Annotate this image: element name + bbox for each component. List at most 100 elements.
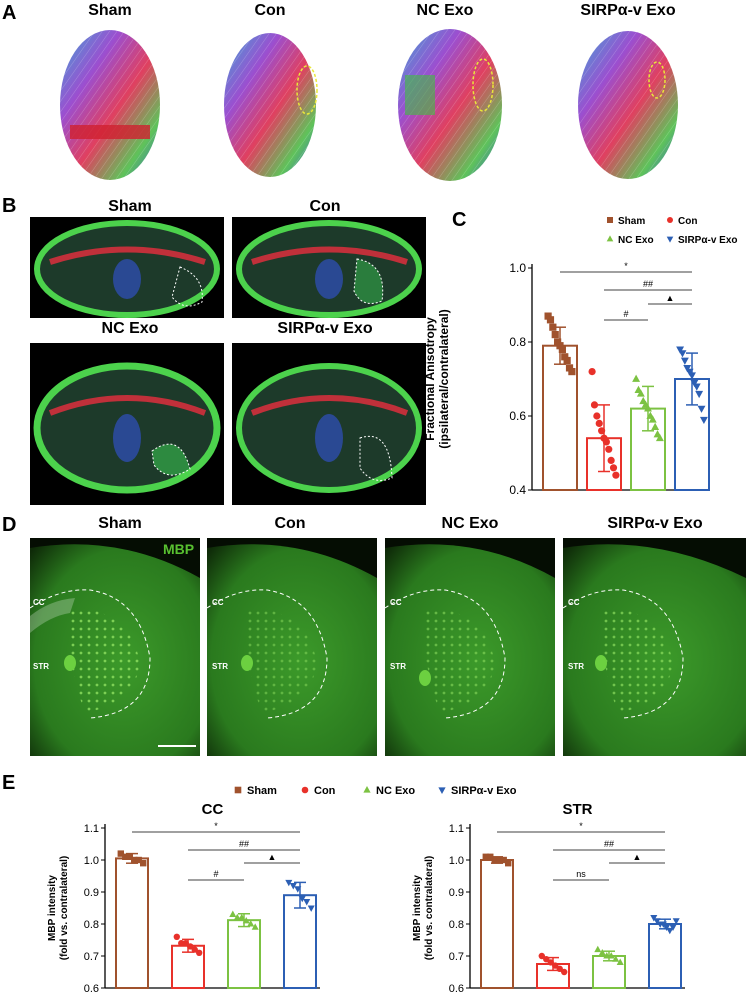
data-point bbox=[590, 401, 599, 409]
legend-label: Con bbox=[314, 785, 336, 797]
data-point bbox=[242, 916, 250, 924]
significance-label: ## bbox=[643, 279, 653, 289]
a-title-nc: NC Exo bbox=[416, 2, 474, 19]
legend-marker bbox=[606, 235, 614, 242]
data-point bbox=[238, 913, 246, 921]
y-tick-label: 1.0 bbox=[449, 855, 464, 867]
legend-label: Sham bbox=[618, 216, 645, 227]
data-point bbox=[651, 422, 660, 430]
str-label-nc: STR bbox=[390, 662, 406, 671]
data-point bbox=[598, 427, 606, 435]
data-point bbox=[695, 390, 704, 399]
significance-label: ▲ bbox=[633, 852, 642, 862]
data-point bbox=[612, 471, 620, 479]
data-point bbox=[616, 958, 624, 965]
y-tick-label: 1.0 bbox=[84, 855, 99, 867]
data-point bbox=[594, 945, 602, 953]
data-point bbox=[182, 940, 189, 947]
data-point bbox=[690, 379, 699, 388]
bar-group-1 bbox=[536, 952, 570, 989]
panel-c-label: C bbox=[452, 209, 467, 231]
data-point bbox=[607, 456, 615, 464]
d-title-sirp: SIRPα-v Exo bbox=[607, 515, 703, 532]
data-point bbox=[632, 374, 641, 382]
data-point bbox=[285, 879, 293, 887]
e-legend: Sham Con NC Exo SIRPα-v Exo bbox=[234, 785, 517, 797]
y-tick-label: 0.6 bbox=[509, 409, 526, 423]
bar bbox=[115, 857, 149, 990]
bar bbox=[648, 923, 682, 989]
panel-e-label: E bbox=[2, 772, 16, 794]
d-title-con: Con bbox=[274, 515, 306, 532]
b-title-sirp: SIRPα-v Exo bbox=[277, 320, 373, 337]
significance-label: ns bbox=[576, 869, 586, 879]
mbp-stain-label: MBP bbox=[163, 541, 195, 557]
y-tick-label: 0.6 bbox=[84, 983, 99, 992]
data-point bbox=[565, 364, 574, 372]
data-point bbox=[598, 948, 606, 956]
legend-marker bbox=[234, 786, 242, 794]
y-tick-label: 0.9 bbox=[84, 887, 99, 899]
legend-item-0: Sham bbox=[607, 216, 645, 227]
data-point bbox=[505, 860, 512, 867]
data-point bbox=[563, 356, 571, 365]
y-tick-label: 0.4 bbox=[509, 483, 526, 497]
data-point bbox=[655, 433, 664, 442]
chart-e-str: 0.6 0.7 0.8 0.9 1.0 1.1 MBP intensity (fold vs.… bbox=[412, 801, 685, 992]
mbp-image-sirp bbox=[562, 538, 746, 756]
legend-label: Sham bbox=[247, 785, 277, 797]
panel-a-label: A bbox=[2, 2, 17, 24]
legend-label: NC Exo bbox=[618, 235, 654, 246]
panel-d-label: D bbox=[2, 514, 17, 536]
data-point bbox=[187, 943, 194, 950]
b-title-sham: Sham bbox=[108, 198, 152, 215]
dti-colormap-grid bbox=[30, 217, 426, 505]
legend-marker bbox=[301, 786, 309, 794]
legend-item-0: Sham bbox=[234, 785, 277, 797]
y-tick-label: 0.6 bbox=[449, 983, 464, 992]
legend-item-1: Con bbox=[301, 785, 336, 797]
lesion-outline bbox=[353, 258, 384, 304]
data-point bbox=[117, 850, 124, 857]
legend-marker bbox=[438, 787, 446, 794]
chart-c: 0.4 0.6 0.8 1.0 Fractional Anisotropy (ipsila… bbox=[423, 216, 738, 497]
data-point bbox=[552, 962, 559, 969]
y-tick-label: 1.1 bbox=[449, 823, 464, 835]
data-point bbox=[122, 853, 129, 860]
data-point bbox=[544, 312, 552, 320]
significance-label: * bbox=[214, 821, 218, 831]
data-point bbox=[551, 331, 559, 339]
data-point bbox=[549, 323, 557, 331]
legend-marker bbox=[666, 236, 674, 243]
legend-item-2: NC Exo bbox=[363, 785, 415, 797]
bar-group-1 bbox=[171, 933, 205, 989]
legend-marker bbox=[363, 786, 371, 793]
data-point bbox=[692, 383, 701, 391]
data-point bbox=[688, 372, 696, 380]
data-point bbox=[697, 405, 706, 413]
data-point bbox=[609, 464, 618, 472]
data-point bbox=[289, 883, 297, 890]
data-point bbox=[303, 899, 311, 906]
y-tick-label: 1.0 bbox=[509, 261, 526, 275]
data-point bbox=[247, 920, 255, 927]
data-point bbox=[685, 368, 694, 376]
bar-group-2 bbox=[630, 374, 666, 492]
bar bbox=[480, 859, 514, 989]
legend-marker bbox=[667, 217, 673, 223]
data-point bbox=[561, 353, 569, 361]
data-point bbox=[603, 952, 611, 959]
data-point bbox=[699, 416, 708, 425]
fa-map-sirp bbox=[232, 343, 426, 505]
data-point bbox=[251, 923, 259, 930]
data-point bbox=[607, 952, 615, 959]
data-point bbox=[233, 913, 241, 921]
data-point bbox=[482, 853, 489, 860]
data-point bbox=[678, 350, 687, 358]
data-point bbox=[666, 927, 674, 935]
brain-tract-con bbox=[224, 33, 318, 177]
data-point bbox=[298, 895, 306, 903]
data-point bbox=[680, 357, 689, 365]
bar-group-1 bbox=[586, 368, 622, 491]
y-axis-label-2: (fold vs. contralateral) bbox=[424, 856, 435, 960]
